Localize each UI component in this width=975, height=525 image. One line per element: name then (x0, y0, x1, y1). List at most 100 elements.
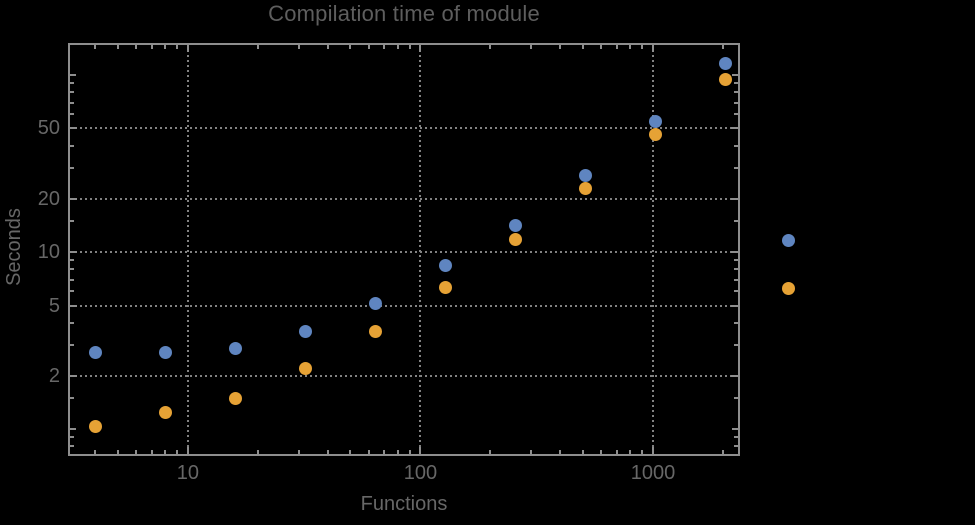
x-axis-tick (326, 450, 329, 454)
x-axis-tick (419, 45, 422, 52)
y-axis-tick (70, 101, 74, 104)
y-axis-tick (70, 82, 74, 85)
data-point-series-2 (298, 362, 312, 376)
x-axis-tick (559, 450, 562, 454)
data-point-series-1 (648, 114, 662, 128)
y-axis-tick (731, 127, 738, 130)
x-axis-tick (408, 450, 411, 454)
x-axis-tick (600, 45, 603, 49)
x-axis-tick (651, 447, 654, 454)
y-tick-label: 10 (37, 241, 60, 264)
x-axis-tick (419, 447, 422, 454)
y-axis-tick (734, 343, 738, 346)
y-axis-tick (70, 374, 77, 377)
x-axis-tick (559, 45, 562, 49)
y-axis-tick (70, 91, 74, 94)
x-axis-tick (721, 45, 724, 49)
y-axis-tick (732, 74, 738, 77)
y-axis-tick (734, 445, 738, 448)
x-axis-tick (581, 450, 584, 454)
x-axis-tick (326, 45, 329, 49)
y-axis-tick (734, 278, 738, 281)
y-axis-tick (734, 290, 738, 293)
x-axis-tick (135, 45, 138, 49)
y-axis-tick (734, 101, 738, 104)
data-point-series-1 (508, 218, 522, 232)
y-axis-tick (734, 268, 738, 271)
x-axis-tick (349, 450, 352, 454)
y-axis-tick (734, 113, 738, 116)
x-axis-tick (641, 45, 644, 49)
y-axis-tick (70, 268, 74, 271)
y-axis-tick (731, 304, 738, 307)
y-tick-label: 2 (48, 364, 60, 387)
data-point-series-2 (368, 325, 382, 339)
y-axis-tick (734, 82, 738, 85)
x-axis-tick (349, 45, 352, 49)
x-axis-tick (164, 450, 167, 454)
x-gridline (651, 45, 654, 454)
x-axis-tick (297, 450, 300, 454)
chart-title: Compilation time of module (268, 1, 540, 26)
x-axis-tick (615, 450, 618, 454)
y-axis-tick (70, 166, 74, 169)
x-axis-tick (135, 450, 138, 454)
y-gridline (70, 127, 738, 130)
x-tick-label: 1000 (630, 462, 676, 484)
y-axis-tick (731, 197, 738, 200)
y-gridline (70, 197, 738, 200)
y-axis-tick (734, 166, 738, 169)
data-point-series-2 (718, 72, 732, 86)
x-axis-tick (176, 450, 179, 454)
x-axis-tick (256, 450, 259, 454)
x-axis-tick (615, 45, 618, 49)
y-axis-tick (70, 304, 77, 307)
data-point-series-1 (158, 346, 172, 360)
y-gridline (70, 251, 738, 254)
x-axis-tick (396, 450, 399, 454)
data-point-series-2 (158, 405, 172, 419)
y-axis-tick (732, 428, 738, 431)
x-gridline (186, 45, 189, 454)
data-point-series-1 (718, 57, 732, 71)
y-axis-tick (70, 343, 74, 346)
plot-frame (68, 43, 740, 456)
data-point-series-1 (368, 297, 382, 311)
x-axis-tick (641, 450, 644, 454)
y-axis-tick (734, 220, 738, 223)
y-tick-label: 5 (48, 294, 60, 317)
y-axis-tick (731, 251, 738, 254)
x-axis-tick (383, 45, 386, 49)
x-axis-tick (186, 45, 189, 52)
x-axis-tick (150, 450, 153, 454)
x-axis-tick (721, 450, 724, 454)
data-point-series-1 (228, 342, 242, 356)
x-axis-tick (256, 45, 259, 49)
data-point-series-1 (298, 325, 312, 339)
data-point-series-2 (578, 182, 592, 196)
x-axis-tick (94, 45, 97, 49)
x-axis-tick (581, 45, 584, 49)
data-point-series-1 (438, 259, 452, 273)
x-axis-tick (489, 45, 492, 49)
y-gridline (70, 304, 738, 307)
x-axis-tick (530, 450, 533, 454)
x-axis-tick (94, 450, 97, 454)
y-axis-tick (70, 278, 74, 281)
x-axis-tick (150, 45, 153, 49)
x-axis-tick (164, 45, 167, 49)
y-axis-tick (70, 127, 77, 130)
y-axis-tick (734, 91, 738, 94)
x-axis-tick (489, 450, 492, 454)
y-axis-tick (70, 259, 74, 262)
x-axis-tick (116, 45, 119, 49)
data-point-series-2 (228, 391, 242, 405)
x-axis-tick (629, 450, 632, 454)
data-point-series-1 (578, 169, 592, 183)
y-tick-label: 50 (37, 117, 60, 140)
x-axis-tick (383, 450, 386, 454)
x-axis-tick (651, 45, 654, 52)
x-axis-tick (408, 45, 411, 49)
y-axis-tick (731, 374, 738, 377)
x-axis-label: Functions (360, 493, 448, 515)
